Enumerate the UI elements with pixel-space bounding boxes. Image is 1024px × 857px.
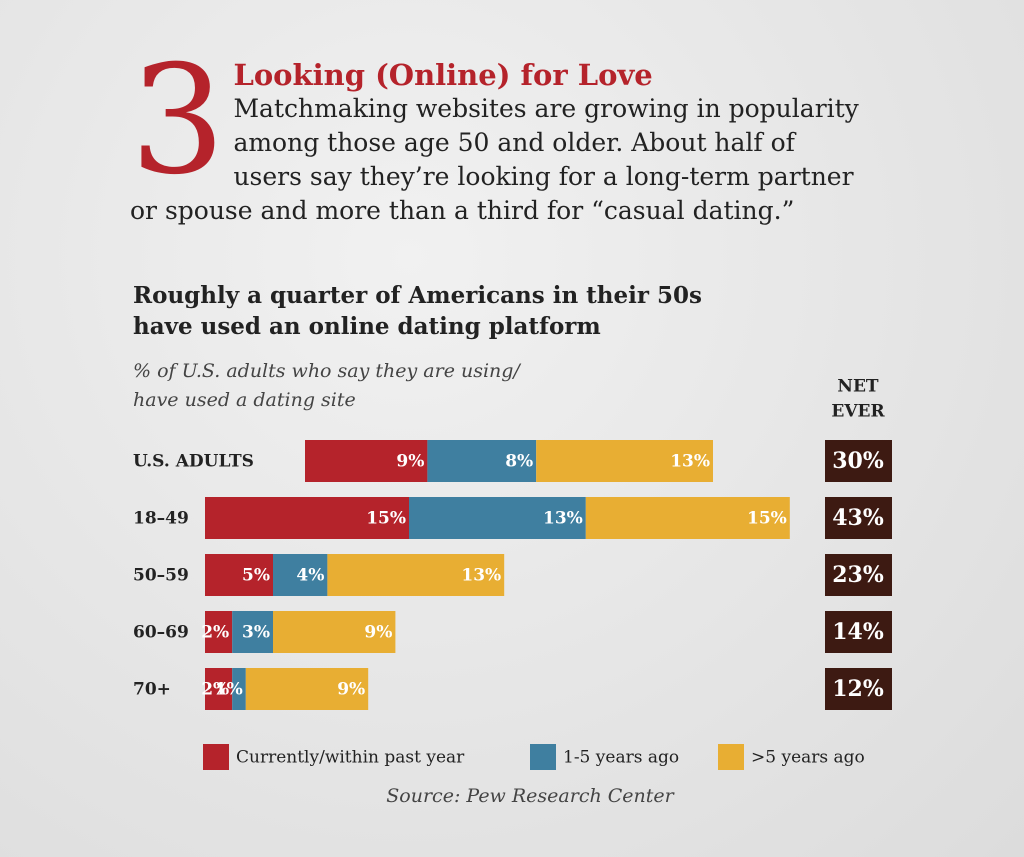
category-label: 70+ <box>133 680 171 700</box>
value-label: 5% <box>242 566 270 586</box>
net-box <box>825 554 892 596</box>
category-label: 60–69 <box>133 623 189 643</box>
net-title: EVER <box>831 402 885 422</box>
chart-subtitle: % of U.S. adults who say they are using/ <box>133 360 521 382</box>
chart-title: Roughly a quarter of Americans in their … <box>133 282 702 309</box>
value-label: 9% <box>337 680 365 700</box>
category-label: 18–49 <box>133 509 189 529</box>
value-label: 1% <box>215 680 243 700</box>
value-label: 13% <box>543 509 583 529</box>
value-label: 15% <box>747 509 787 529</box>
chart-subtitle: have used a dating site <box>133 389 356 411</box>
net-title: NET <box>837 377 878 397</box>
value-label: 2% <box>201 680 229 700</box>
bar-segment <box>245 668 369 710</box>
bar-segment <box>205 668 233 710</box>
value-label: 3% <box>242 623 270 643</box>
bar-segment <box>232 611 273 653</box>
net-label: 14% <box>832 619 884 645</box>
bar-segment <box>273 554 328 596</box>
net-box <box>825 611 892 653</box>
legend-swatch <box>203 744 229 770</box>
bar-segment <box>427 440 537 482</box>
value-label: 13% <box>670 452 710 472</box>
bar-segment <box>409 497 586 539</box>
value-label: 15% <box>366 509 406 529</box>
value-label: 13% <box>461 566 501 586</box>
header: 3 Looking (Online) for Love Matchmaking … <box>130 34 860 228</box>
numeral: 3 <box>130 34 226 208</box>
net-box <box>825 497 892 539</box>
legend-label: >5 years ago <box>751 748 865 768</box>
source: Source: Pew Research Center <box>386 785 675 807</box>
value-label: 4% <box>296 566 324 586</box>
header-title: Looking (Online) for Love <box>233 58 653 92</box>
value-label: 9% <box>364 623 392 643</box>
legend-label: 1-5 years ago <box>563 748 679 768</box>
legend-swatch <box>530 744 556 770</box>
bar-segment <box>536 440 713 482</box>
net-label: 12% <box>832 676 884 702</box>
bar-segment <box>205 554 273 596</box>
bar-segment <box>232 668 246 710</box>
bar-segment <box>327 554 505 596</box>
value-label: 9% <box>396 452 424 472</box>
category-label: U.S. ADULTS <box>133 452 254 472</box>
bar-segment <box>585 497 790 539</box>
net-label: 23% <box>832 562 884 588</box>
net-label: 43% <box>832 505 884 531</box>
chart-title: have used an online dating platform <box>133 313 601 340</box>
category-label: 50–59 <box>133 566 189 586</box>
bar-segment <box>305 440 428 482</box>
header-body: Matchmaking websites are growing in popu… <box>130 94 859 225</box>
value-label: 2% <box>201 623 229 643</box>
net-label: 30% <box>832 448 884 474</box>
bar-segment <box>273 611 396 653</box>
bar-segment <box>205 497 409 539</box>
legend-swatch <box>718 744 744 770</box>
bar-segment <box>205 611 233 653</box>
net-box <box>825 440 892 482</box>
net-box <box>825 668 892 710</box>
legend-label: Currently/within past year <box>236 748 465 768</box>
value-label: 8% <box>505 452 533 472</box>
